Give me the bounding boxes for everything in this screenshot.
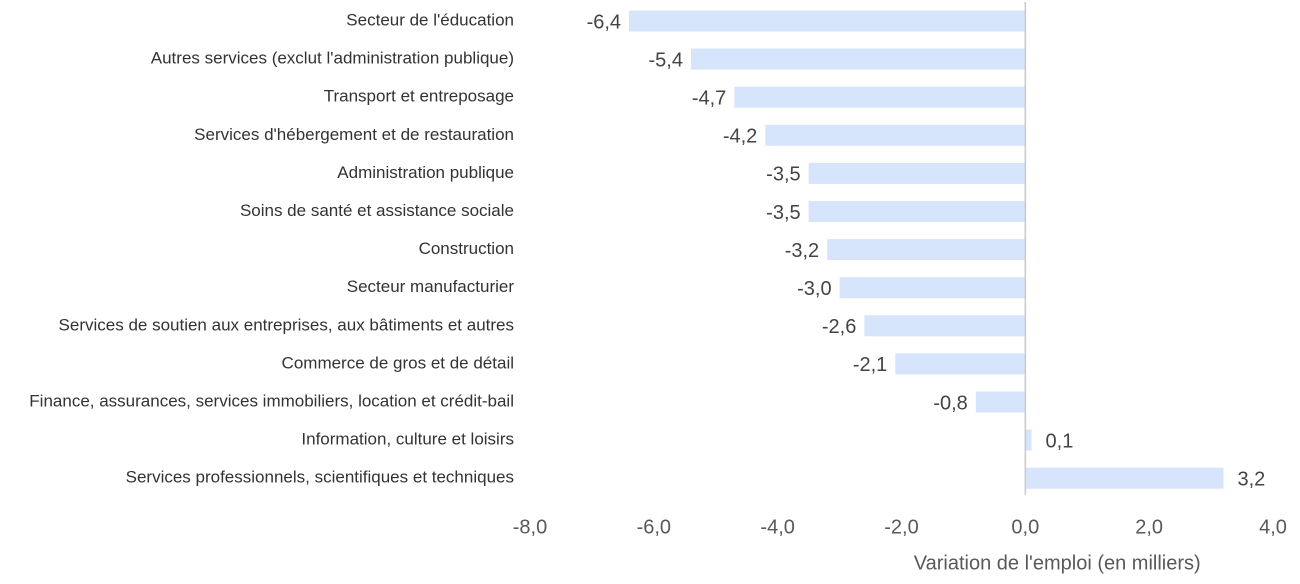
category-label: Secteur manufacturier xyxy=(347,277,515,296)
bar xyxy=(1025,429,1032,451)
value-label: -4,7 xyxy=(692,87,726,109)
category-label: Services professionnels, scientifiques e… xyxy=(126,468,514,487)
bar xyxy=(690,48,1026,70)
x-tick-label: -4,0 xyxy=(760,516,794,538)
x-tick-label: -2,0 xyxy=(884,516,918,538)
x-axis-title: Variation de l'emploi (en milliers) xyxy=(914,552,1201,574)
value-label: -4,2 xyxy=(723,126,757,148)
bar xyxy=(734,86,1026,108)
x-tick-label: -8,0 xyxy=(513,516,547,538)
bar xyxy=(827,239,1026,261)
category-labels: Secteur de l'éducation Autres services (e… xyxy=(29,10,514,486)
category-label: Construction xyxy=(419,239,514,258)
bar xyxy=(975,391,1026,413)
category-label: Autres services (exclut l'administration… xyxy=(151,49,514,68)
value-label: -6,4 xyxy=(587,11,621,33)
value-label: -3,5 xyxy=(766,202,800,224)
value-label: -5,4 xyxy=(649,49,683,71)
category-label: Services d'hébergement et de restauratio… xyxy=(194,125,514,144)
category-label: Commerce de gros et de détail xyxy=(282,353,514,372)
category-label: Administration publique xyxy=(337,163,514,182)
value-labels: -6,4 -5,4 -4,7 -4,2 -3,5 -3,5 -3,2 -3,0 -2,6 -2,1… xyxy=(587,11,1266,490)
x-tick-label: 0,0 xyxy=(1011,516,1039,538)
bar xyxy=(629,10,1026,32)
value-label: -2,1 xyxy=(853,354,887,376)
value-label: 3,2 xyxy=(1237,468,1265,490)
bar xyxy=(808,162,1026,184)
x-tick-label: 2,0 xyxy=(1135,516,1163,538)
x-tick-label: -6,0 xyxy=(637,516,671,538)
x-axis-tick-labels: -8,0 -6,0 -4,0 -2,0 0,0 2,0 4,0 xyxy=(513,516,1287,538)
bars-group xyxy=(629,10,1224,489)
category-label: Secteur de l'éducation xyxy=(346,10,514,29)
value-label: -3,5 xyxy=(766,164,800,186)
bar xyxy=(765,124,1026,146)
bar xyxy=(895,353,1026,375)
bar xyxy=(1025,467,1224,489)
value-label: -0,8 xyxy=(933,392,967,414)
category-label: Services de soutien aux entreprises, aux… xyxy=(59,315,514,334)
category-label: Information, culture et loisirs xyxy=(301,430,514,449)
value-label: 0,1 xyxy=(1046,430,1074,452)
x-tick-label: 4,0 xyxy=(1259,516,1287,538)
bar xyxy=(839,277,1026,299)
bar xyxy=(864,315,1026,337)
category-label: Soins de santé et assistance sociale xyxy=(240,201,514,220)
value-label: -3,2 xyxy=(785,240,819,262)
category-label: Transport et entreposage xyxy=(324,87,514,106)
value-label: -2,6 xyxy=(822,316,856,338)
value-label: -3,0 xyxy=(797,278,831,300)
category-label: Finance, assurances, services immobilier… xyxy=(29,391,514,410)
bar xyxy=(808,201,1026,222)
